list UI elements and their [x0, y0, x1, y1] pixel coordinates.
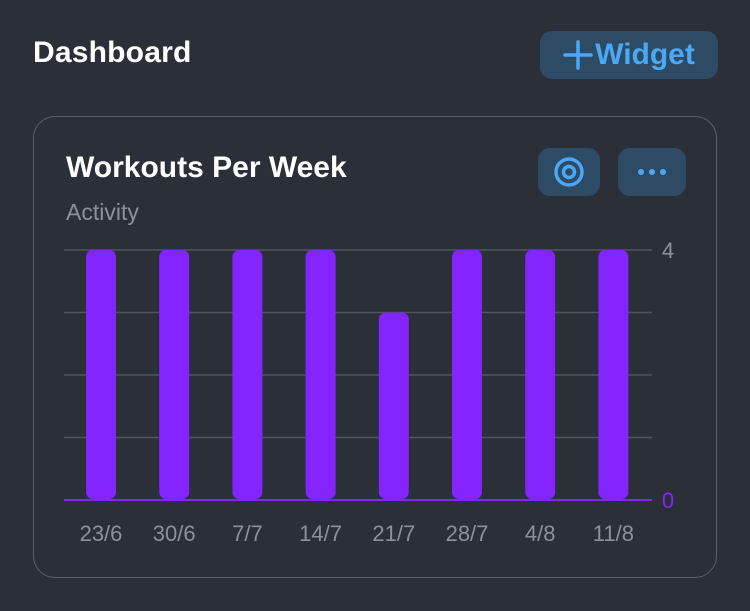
x-tick-label: 28/7: [446, 521, 489, 546]
chart-bar: [232, 250, 263, 499]
more-options-button[interactable]: [618, 148, 686, 196]
card-subtitle: Activity: [66, 199, 139, 225]
chart-bar: [452, 250, 482, 499]
plus-icon: [563, 40, 593, 70]
chart-bar: [305, 250, 336, 499]
page-title: Dashboard: [33, 36, 192, 69]
card-title: Workouts Per Week: [66, 151, 347, 184]
target-icon: [553, 156, 585, 188]
y-tick-label: 4: [662, 238, 674, 263]
workouts-card: Workouts Per Week Activity 23/6 30/6 7/7 14…: [33, 116, 717, 578]
x-tick-label: 11/8: [593, 521, 634, 546]
add-widget-button[interactable]: Widget: [540, 31, 718, 79]
chart-bar: [159, 250, 190, 499]
chart-bar: [86, 250, 116, 499]
x-tick-label: 14/7: [299, 521, 342, 546]
x-tick-label: 30/6: [153, 521, 196, 546]
workouts-bar-chart: 23/6 30/6 7/7 14/7 21/7 28/7 4/8 11/8 0 4: [64, 238, 674, 546]
more-dots-icon: [636, 168, 668, 176]
add-widget-label: Widget: [595, 38, 695, 71]
chart-bar: [378, 312, 409, 499]
x-tick-label: 21/7: [372, 521, 415, 546]
chart-bar: [525, 250, 556, 499]
goal-button[interactable]: [538, 148, 600, 196]
y-tick-label: 0: [662, 488, 674, 513]
x-tick-label: 7/7: [232, 521, 263, 546]
x-tick-label: 23/6: [80, 521, 123, 546]
x-tick-label: 4/8: [525, 521, 556, 546]
chart-bar: [598, 250, 629, 499]
